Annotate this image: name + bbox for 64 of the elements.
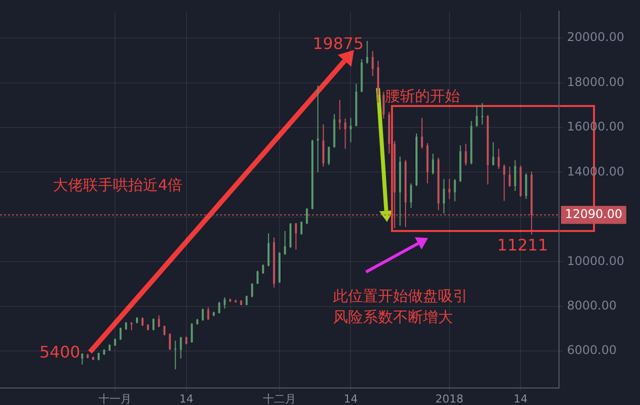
candlestick — [492, 142, 494, 166]
candlestick — [382, 91, 385, 120]
x-tick-label: 十二月 — [263, 392, 296, 405]
candlestick — [498, 148, 500, 170]
ref-line-label: 12090.00 — [565, 207, 622, 222]
candlestick — [289, 222, 292, 248]
x-tick-label: 14 — [344, 392, 358, 405]
candlestick — [207, 306, 210, 320]
candlestick — [202, 308, 204, 322]
candlestick — [525, 172, 528, 200]
candlestick — [268, 232, 270, 267]
x-tick-label: 14 — [514, 392, 528, 405]
candlestick — [328, 146, 330, 166]
annotation: 5400 — [39, 342, 80, 362]
candlestick — [224, 296, 226, 310]
candlestick — [508, 166, 511, 188]
y-tick-label: 10000.00 — [567, 254, 624, 268]
annotation: 19875 — [312, 34, 364, 53]
candlestick — [366, 40, 368, 64]
candlestick — [180, 336, 182, 360]
x-tick-label: 十一月 — [98, 392, 132, 405]
x-tick-label: 2018 — [435, 392, 464, 405]
candlestick — [464, 143, 467, 166]
candlestick — [476, 104, 478, 128]
annotation: 风险系数不断增大 — [333, 308, 453, 326]
candlestick — [294, 222, 297, 250]
candlestick — [481, 102, 484, 126]
y-tick-label: 20000.00 — [567, 30, 624, 44]
candlestick — [344, 118, 346, 150]
candlestick — [514, 160, 516, 192]
annotation: 此位置开始做盘吸引 — [333, 286, 468, 305]
y-tick-label: 8000.00 — [567, 298, 617, 313]
candlestick — [168, 332, 171, 350]
candlestick — [372, 50, 374, 77]
y-tick-label: 6000.00 — [567, 343, 617, 358]
annotation: 11211 — [497, 236, 548, 255]
candlestick — [350, 117, 352, 143]
candlestick — [503, 164, 506, 202]
candlestick — [432, 153, 434, 175]
candlestick — [163, 325, 166, 336]
candlestick — [284, 230, 286, 256]
candlestick — [300, 220, 302, 236]
candlestick — [152, 318, 154, 331]
candlestick — [158, 314, 160, 328]
candlestick — [306, 207, 308, 225]
candlestick — [316, 85, 319, 173]
candlestick — [448, 178, 450, 200]
candlestick — [442, 178, 445, 214]
candlestick — [246, 295, 248, 306]
x-tick-label: 14 — [179, 392, 194, 405]
annotation: 腰斩的开始 — [385, 86, 460, 105]
candlestick — [218, 301, 220, 314]
annotation: 大佬联手哄抬近4倍 — [53, 176, 183, 194]
y-tick-label: 18000.00 — [567, 74, 624, 89]
candlestick — [190, 322, 193, 344]
candlestick — [256, 270, 259, 285]
candlestick — [120, 327, 122, 340]
candlestick — [322, 124, 324, 168]
candlestick — [174, 340, 176, 370]
candlestick — [454, 178, 456, 202]
candlestick — [410, 182, 412, 208]
candlestick — [338, 99, 341, 130]
candlestick — [420, 117, 423, 150]
candlestick — [251, 282, 254, 298]
